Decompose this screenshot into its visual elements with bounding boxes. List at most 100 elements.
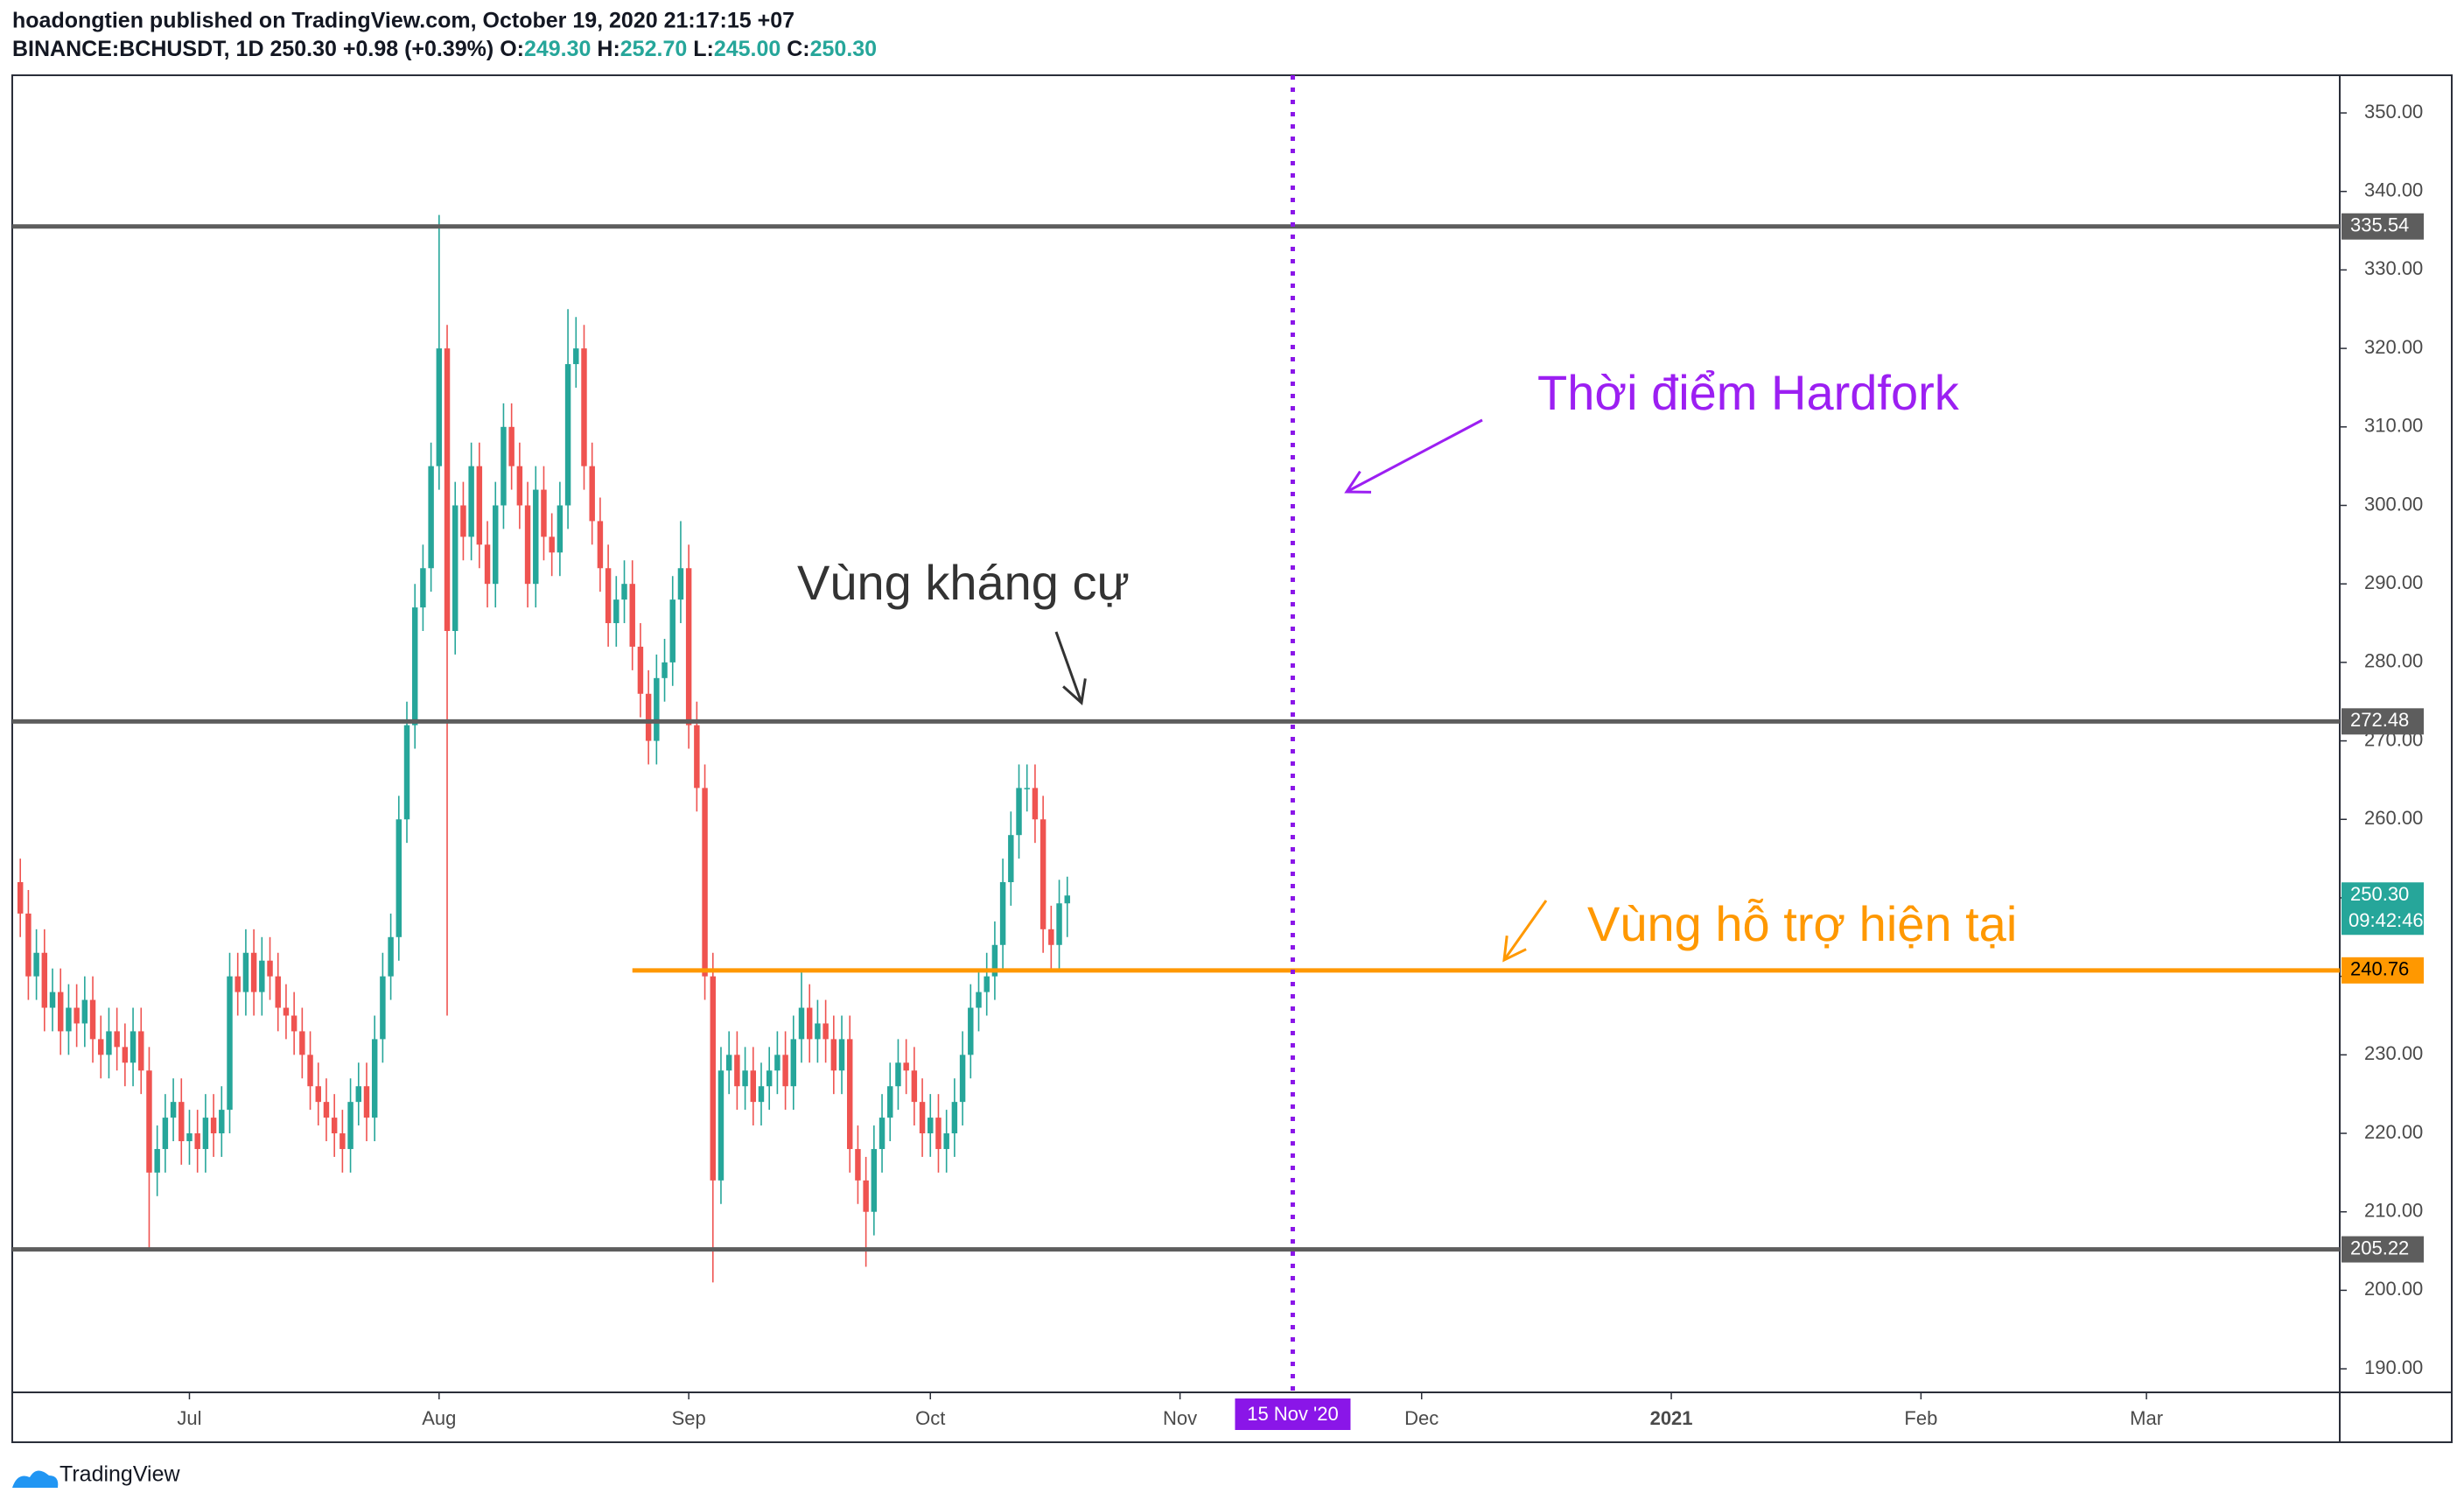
candle-body	[645, 693, 652, 741]
candle-body	[1064, 895, 1070, 904]
candle-body	[895, 1062, 901, 1087]
candle-body	[694, 725, 700, 789]
candle-body	[380, 976, 386, 1040]
candle-body	[710, 976, 716, 1181]
candle-body	[838, 1039, 845, 1071]
candle-body	[476, 466, 483, 545]
candle-body	[605, 568, 612, 624]
candle-body	[798, 1007, 805, 1040]
candle-body	[968, 1007, 974, 1055]
candle-body	[878, 1118, 886, 1149]
candle-body	[669, 599, 676, 662]
x-tick-label: Dec	[1404, 1407, 1438, 1429]
candle-body	[766, 1070, 773, 1087]
candle-body	[411, 607, 418, 725]
candle-body	[524, 505, 531, 585]
x-tick-label: Aug	[422, 1407, 456, 1429]
candle-body	[1024, 788, 1030, 789]
candle-body	[178, 1102, 185, 1141]
candle-body	[130, 1031, 136, 1063]
candle-body	[484, 544, 491, 585]
annotation-arrowhead	[1344, 470, 1372, 494]
candle-body	[790, 1039, 797, 1087]
candle-body	[49, 992, 56, 1008]
candle-body	[500, 426, 507, 506]
candle-body	[573, 348, 579, 365]
candle-body	[331, 1118, 338, 1134]
candle-body	[114, 1031, 120, 1048]
candle-body	[822, 1023, 829, 1040]
x-tick-label: Oct	[915, 1407, 945, 1429]
annotation-arrowhead	[1502, 936, 1527, 963]
tradingview-logo	[12, 1470, 59, 1488]
candle-body	[677, 568, 684, 600]
ohlc-value: 250.30	[810, 37, 877, 61]
candle-body	[806, 1007, 813, 1040]
annotation-arrow	[1054, 631, 1083, 704]
candle-body	[227, 976, 233, 1111]
candle-body	[283, 1007, 290, 1016]
candle-body	[347, 1102, 354, 1149]
y-tick-label: 220.00	[2364, 1121, 2423, 1143]
candle-body	[718, 1070, 724, 1181]
candle-body	[58, 992, 64, 1032]
candle-body	[81, 999, 88, 1024]
candle-body	[959, 1055, 966, 1103]
candle-body	[1048, 929, 1054, 945]
candle-body	[41, 952, 48, 1008]
candle-body	[533, 489, 539, 585]
ohlc-value: 252.70	[620, 37, 687, 61]
candle-body	[911, 1070, 918, 1103]
candle-body	[685, 568, 692, 725]
countdown-label: 09:42:46	[2348, 909, 2424, 931]
candle-body	[259, 960, 265, 992]
candle-body	[371, 1039, 378, 1118]
candle-body	[581, 348, 587, 466]
y-tick-label: 340.00	[2364, 179, 2423, 201]
candle-body	[388, 936, 394, 977]
candle-body	[146, 1070, 152, 1173]
level-label: 335.54	[2350, 214, 2409, 236]
candle-body	[89, 999, 96, 1040]
level-label: 205.22	[2350, 1237, 2409, 1258]
ohlc-value: 249.30	[524, 37, 591, 61]
candle-body	[444, 348, 451, 632]
level-label: 272.48	[2350, 709, 2409, 731]
level-label-box	[2342, 957, 2424, 984]
candle-body	[508, 426, 514, 466]
candle-body	[363, 1086, 370, 1118]
candle-body	[436, 348, 443, 466]
candle-body	[750, 1070, 757, 1103]
annotation: Vùng kháng cự	[797, 555, 1130, 610]
candle-body	[275, 976, 281, 1008]
candle-body	[315, 1086, 321, 1103]
y-tick-label: 200.00	[2364, 1278, 2423, 1300]
candle-body	[186, 1133, 192, 1141]
candle-body	[549, 536, 555, 553]
candle-body	[928, 1118, 934, 1134]
y-tick-label: 260.00	[2364, 807, 2423, 829]
y-tick-label: 190.00	[2364, 1356, 2423, 1378]
footer-brand: TradingView	[60, 1462, 181, 1487]
annotation: Vùng hỗ trợ hiện tại	[1587, 896, 2017, 951]
candle-body	[242, 952, 249, 992]
candle-body	[33, 952, 39, 977]
candle-body	[307, 1055, 313, 1087]
candle-body	[702, 788, 708, 977]
candle-body	[194, 1133, 200, 1149]
candle-body	[782, 1055, 788, 1087]
x-tick-label: Jul	[177, 1407, 201, 1429]
candle-body	[871, 1148, 878, 1212]
level-label: 240.76	[2350, 958, 2409, 980]
candle-body	[847, 1039, 853, 1149]
candle-body	[629, 584, 635, 647]
candle-body	[162, 1118, 169, 1149]
candle-body	[74, 1007, 80, 1024]
candle-body	[17, 882, 24, 914]
x-tick-label: Sep	[672, 1407, 706, 1429]
candle-body	[396, 819, 402, 937]
candle-body	[830, 1039, 837, 1071]
candle-body	[984, 976, 990, 992]
candle-body	[1056, 903, 1062, 945]
candle-body	[999, 882, 1006, 945]
